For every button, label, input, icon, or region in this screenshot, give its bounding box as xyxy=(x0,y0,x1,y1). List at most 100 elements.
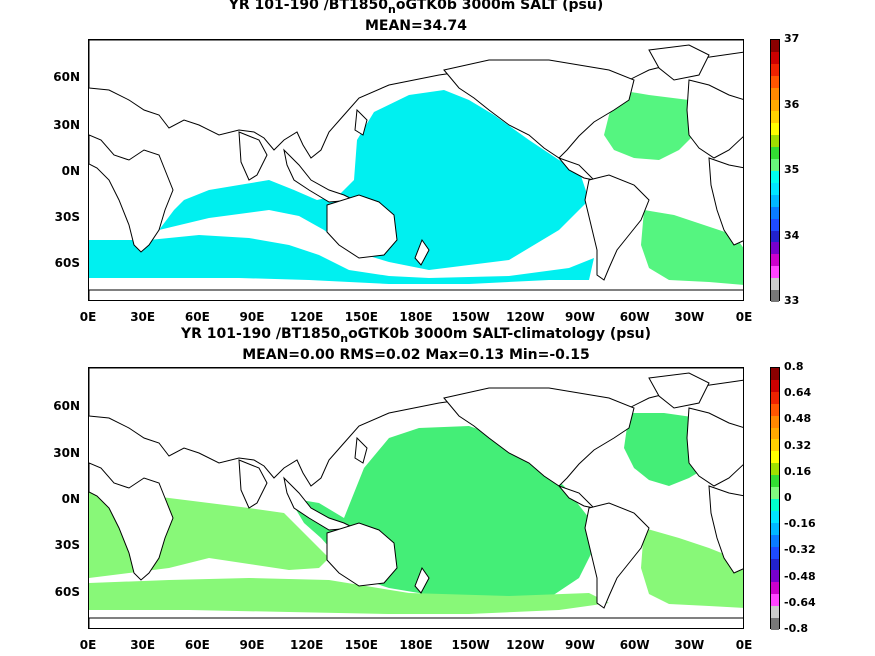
top-colorbar-segment xyxy=(771,111,779,124)
top-colorbar-segment xyxy=(771,182,779,195)
coastline-land xyxy=(354,108,368,136)
coastline-land xyxy=(238,131,268,181)
coastline-land xyxy=(89,289,743,300)
top-lon-label: 30E xyxy=(130,310,156,324)
bottom-colorbar-segment xyxy=(771,618,779,630)
bottom-lon-label: 90W xyxy=(565,638,595,652)
coastline-land xyxy=(89,617,743,628)
coastline-land xyxy=(414,566,430,594)
bottom-subtitle: MEAN=0.00 RMS=0.02 Max=0.13 Min=-0.15 xyxy=(242,347,590,363)
coastline-land xyxy=(354,436,368,464)
coastline-land xyxy=(238,459,268,509)
bottom-colorbar-segment xyxy=(771,594,779,607)
top-map-svg xyxy=(89,40,743,300)
ocean-field-region xyxy=(159,90,589,270)
top-colorbar-segment xyxy=(771,230,779,243)
top-colorbar-segment xyxy=(771,218,779,231)
bottom-colorbar-label: 0.16 xyxy=(784,464,812,478)
bottom-colorbar-label: 0.8 xyxy=(784,360,804,373)
ocean-field-region xyxy=(604,90,699,160)
top-colorbar-segment xyxy=(771,170,779,183)
top-lon-label: 150E xyxy=(344,310,378,324)
bottom-colorbar-segment xyxy=(771,487,779,499)
top-colorbar-segment xyxy=(771,278,779,291)
bottom-colorbar-label: -0.48 xyxy=(784,569,816,583)
bottom-colorbar-segment xyxy=(771,582,779,595)
coastline-land xyxy=(89,134,174,253)
top-colorbar-segment xyxy=(771,135,779,148)
top-lon-label: 120E xyxy=(290,310,324,324)
ocean-field-region xyxy=(641,528,743,608)
bottom-lon-label: 30E xyxy=(130,638,156,652)
top-colorbar-segment xyxy=(771,51,779,64)
top-colorbar-segment xyxy=(771,87,779,100)
coastline-land xyxy=(443,387,635,487)
bottom-colorbar-label: 0.64 xyxy=(784,386,812,400)
bottom-colorbar-label: 0 xyxy=(784,491,792,504)
top-lon-label: 30W xyxy=(674,310,705,324)
top-lon-label: 150W xyxy=(451,310,490,324)
bottom-map-svg xyxy=(89,368,743,628)
ocean-field-region xyxy=(641,210,743,285)
top-lat-label: 30S xyxy=(54,210,80,224)
bottom-colorbar-label: -0.64 xyxy=(784,595,816,609)
coastline-land xyxy=(708,485,743,574)
bottom-lon-label: 180E xyxy=(399,638,433,652)
coastline-land xyxy=(648,372,710,409)
top-colorbar-segment xyxy=(771,266,779,279)
top-colorbar-label: 37 xyxy=(784,32,800,45)
bottom-colorbar-segment xyxy=(771,403,779,416)
bottom-colorbar-segment xyxy=(771,498,779,511)
bottom-lon-label: 150W xyxy=(451,638,490,652)
bottom-colorbar-label: 0.48 xyxy=(784,412,812,426)
bottom-lon-label: 90E xyxy=(239,638,265,652)
bottom-colorbar-segment xyxy=(771,463,779,476)
top-colorbar-segment xyxy=(771,242,779,255)
bottom-title: YR 101-190 /BT1850noGTK0b 3000m SALT-cli… xyxy=(180,326,652,345)
coastline-land xyxy=(686,79,743,159)
bottom-lon-label: 60W xyxy=(619,638,650,652)
top-colorbar-segment xyxy=(771,99,779,112)
top-colorbar-segment xyxy=(771,40,779,52)
top-colorbar-segment xyxy=(771,254,779,267)
coastline-land xyxy=(414,238,430,266)
top-colorbar xyxy=(770,39,780,302)
bottom-lat-label: 30N xyxy=(53,446,80,460)
bottom-colorbar-label: 0.32 xyxy=(784,438,812,452)
top-colorbar-segment xyxy=(771,75,779,88)
bottom-colorbar-segment xyxy=(771,534,779,547)
coastline-land xyxy=(443,59,635,159)
coastline-land xyxy=(89,462,174,581)
top-colorbar-label: 34 xyxy=(784,228,800,242)
top-lat-label: 60S xyxy=(54,256,80,270)
bottom-colorbar xyxy=(770,367,780,630)
top-lon-label: 60W xyxy=(619,310,650,324)
bottom-colorbar-label: -0.8 xyxy=(784,622,809,635)
bottom-colorbar-segment xyxy=(771,522,779,535)
top-colorbar-segment xyxy=(771,290,779,302)
bottom-lon-label: 150E xyxy=(344,638,378,652)
bottom-lon-label: 120E xyxy=(290,638,324,652)
bottom-lon-label: 0E xyxy=(79,638,97,652)
bottom-lon-label: 60E xyxy=(184,638,210,652)
top-lon-label: 90E xyxy=(239,310,265,324)
bottom-lon-label: 0E xyxy=(735,638,753,652)
bottom-colorbar-segment xyxy=(771,558,779,571)
coastline-land xyxy=(686,407,743,487)
bottom-colorbar-segment xyxy=(771,368,779,380)
bottom-colorbar-segment xyxy=(771,475,779,488)
bottom-colorbar-segment xyxy=(771,451,779,464)
bottom-colorbar-label: -0.16 xyxy=(784,517,816,531)
top-colorbar-segment xyxy=(771,123,779,136)
ocean-field-region xyxy=(89,235,594,284)
bottom-lat-label: 0N xyxy=(61,492,80,506)
bottom-map-panel xyxy=(88,367,744,629)
top-lon-label: 60E xyxy=(184,310,210,324)
top-lon-label: 0E xyxy=(79,310,97,324)
top-colorbar-label: 33 xyxy=(784,294,800,307)
bottom-colorbar-segment xyxy=(771,391,779,404)
top-lon-label: 90W xyxy=(565,310,595,324)
bottom-lat-label: 60N xyxy=(53,399,80,413)
top-colorbar-segment xyxy=(771,63,779,76)
top-lat-label: 60N xyxy=(53,70,80,84)
